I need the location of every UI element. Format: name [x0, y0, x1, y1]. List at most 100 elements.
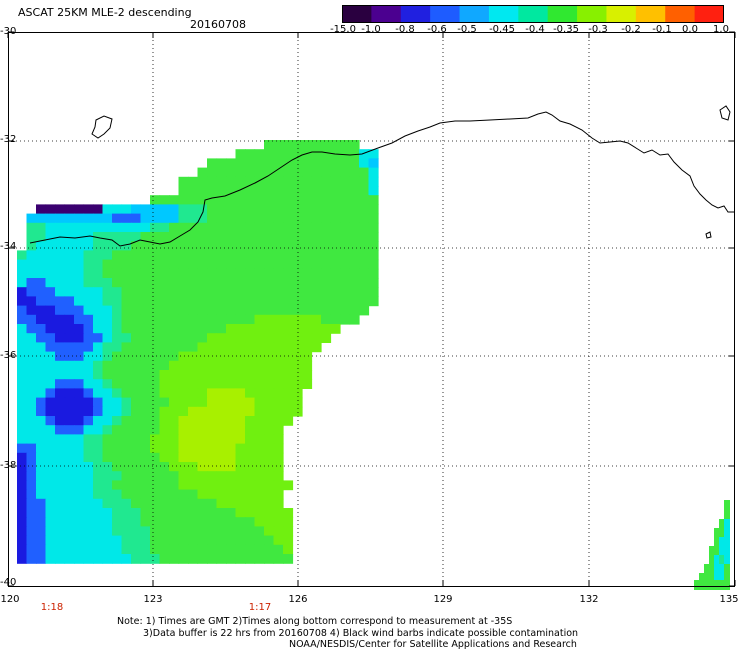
swath-cell	[264, 508, 275, 518]
swath-cell	[235, 370, 246, 380]
colorbar-tick-label: -1.0	[361, 24, 381, 35]
swath-cell	[121, 259, 132, 270]
swath-cell	[245, 471, 256, 481]
swath-cell	[102, 314, 113, 325]
swath-cell	[55, 278, 66, 288]
swath-cell	[150, 305, 161, 316]
swath-cell	[197, 452, 208, 463]
swath-cell	[55, 204, 66, 215]
swath-cell	[245, 278, 256, 288]
swath-cell	[140, 204, 151, 215]
swath-cell	[93, 535, 104, 546]
swath-cell	[273, 305, 284, 316]
swath-cell	[216, 379, 227, 389]
swath-cell	[216, 370, 227, 380]
swath-cell	[159, 250, 170, 261]
colorbar-tick-label: 1.0	[713, 24, 729, 35]
swath-cell	[283, 186, 294, 196]
swath-cell	[26, 397, 37, 408]
swath-cell	[321, 278, 332, 288]
swath-cell	[150, 443, 161, 454]
swath-cell	[36, 498, 47, 509]
swath-cell	[340, 314, 351, 325]
swath-cell	[178, 462, 189, 472]
swath-cell	[197, 333, 208, 343]
swath-cell	[112, 314, 123, 325]
colorbar-swatch	[577, 5, 607, 23]
swath-cell	[264, 498, 275, 509]
swath-cell	[159, 241, 170, 251]
swath-cell	[197, 388, 208, 399]
swath-cell	[121, 416, 132, 426]
swath-cell	[302, 204, 313, 215]
swath-cell	[292, 222, 303, 233]
swath-cell	[264, 388, 275, 399]
swath-cell	[102, 296, 113, 307]
swath-cell	[17, 360, 28, 371]
swath-cell	[235, 554, 246, 564]
swath-cell	[169, 462, 180, 472]
swath-cell	[26, 471, 37, 481]
swath-cell	[321, 195, 332, 205]
swath-cell	[121, 268, 132, 279]
swath-cell	[159, 379, 170, 389]
swath-cell	[216, 314, 227, 325]
swath-cell	[55, 480, 66, 491]
swath-cell	[311, 232, 322, 242]
swath-cell	[235, 204, 246, 215]
swath-cell	[102, 305, 113, 316]
swath-cell	[26, 388, 37, 399]
swath-cell	[226, 314, 237, 325]
swath-cell	[724, 500, 730, 510]
swath-cell	[55, 397, 66, 408]
swath-cell	[55, 259, 66, 270]
swath-cell	[226, 452, 237, 463]
swath-cell	[226, 471, 237, 481]
swath-cell	[178, 443, 189, 454]
swath-cell	[26, 544, 37, 555]
swath-cell	[74, 379, 85, 389]
swath-cell	[121, 333, 132, 343]
swath-cell	[188, 471, 199, 481]
swath-cell	[724, 528, 730, 538]
swath-cell	[330, 232, 341, 242]
swath-cell	[178, 222, 189, 233]
swath-cell	[17, 324, 28, 334]
swath-cell	[330, 222, 341, 233]
swath-cell	[340, 232, 351, 242]
swath-cell	[216, 480, 227, 491]
swath-cell	[121, 314, 132, 325]
swath-cell	[264, 333, 275, 343]
swath-cell	[704, 580, 710, 590]
swath-cell	[207, 498, 218, 509]
swath-cell	[150, 397, 161, 408]
swath-cell	[254, 526, 265, 537]
swath-cell	[254, 425, 265, 435]
swath-cell	[140, 434, 151, 445]
swath-cell	[359, 158, 370, 169]
swath-cell	[207, 204, 218, 215]
colorbar-tick-label: -0.8	[395, 24, 415, 35]
swath-cell	[349, 278, 360, 288]
swath-cell	[292, 176, 303, 187]
swath-cell	[321, 333, 332, 343]
swath-cell	[245, 305, 256, 316]
swath-cell	[254, 333, 265, 343]
swath-cell	[159, 333, 170, 343]
swath-cell	[178, 471, 189, 481]
swath-cell	[264, 186, 275, 196]
swath-cell	[36, 232, 47, 242]
swath-cell	[321, 250, 332, 261]
swath-cell	[55, 554, 66, 564]
swath-cell	[311, 176, 322, 187]
swath-cell	[112, 333, 123, 343]
swath-cell	[330, 324, 341, 334]
swath-cell	[283, 195, 294, 205]
swath-cell	[207, 379, 218, 389]
swath-cell	[709, 546, 715, 556]
swath-cell	[226, 489, 237, 500]
swath-cell	[159, 324, 170, 334]
swath-cell	[359, 278, 370, 288]
swath-cell	[188, 508, 199, 518]
swath-cell	[74, 333, 85, 343]
